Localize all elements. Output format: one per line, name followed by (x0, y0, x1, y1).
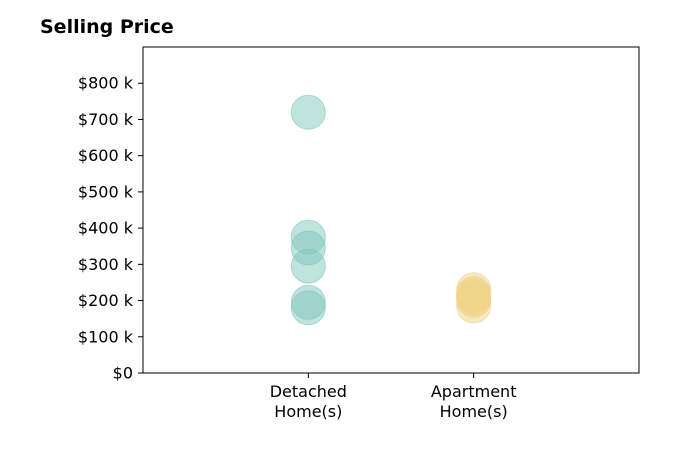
data-point (290, 94, 326, 130)
data-point (456, 288, 492, 324)
x-tick-label: Detached Home(s) (270, 382, 347, 421)
y-tick-label: $200 k (78, 291, 134, 310)
chart-title: Selling Price (40, 16, 174, 38)
y-tick-label: $500 k (78, 182, 134, 201)
y-tick-label: $300 k (78, 255, 134, 274)
x-tick-label: Apartment Home(s) (431, 382, 517, 421)
plot-area-frame (142, 46, 640, 374)
x-axis: Detached Home(s) Apartment Home(s) (270, 373, 517, 421)
y-tick-label: $400 k (78, 219, 134, 238)
y-tick-label: $700 k (78, 110, 134, 129)
data-point (290, 290, 326, 326)
y-tick-label: $0 (113, 364, 133, 383)
y-tick-label: $800 k (78, 74, 134, 93)
data-point (290, 248, 326, 284)
y-tick-label: $600 k (78, 146, 134, 165)
y-tick-label: $100 k (78, 327, 134, 346)
data-points (290, 94, 492, 326)
y-axis: $0 $100 k $200 k $300 k $400 k $500 k $600 k $7… (78, 74, 143, 383)
